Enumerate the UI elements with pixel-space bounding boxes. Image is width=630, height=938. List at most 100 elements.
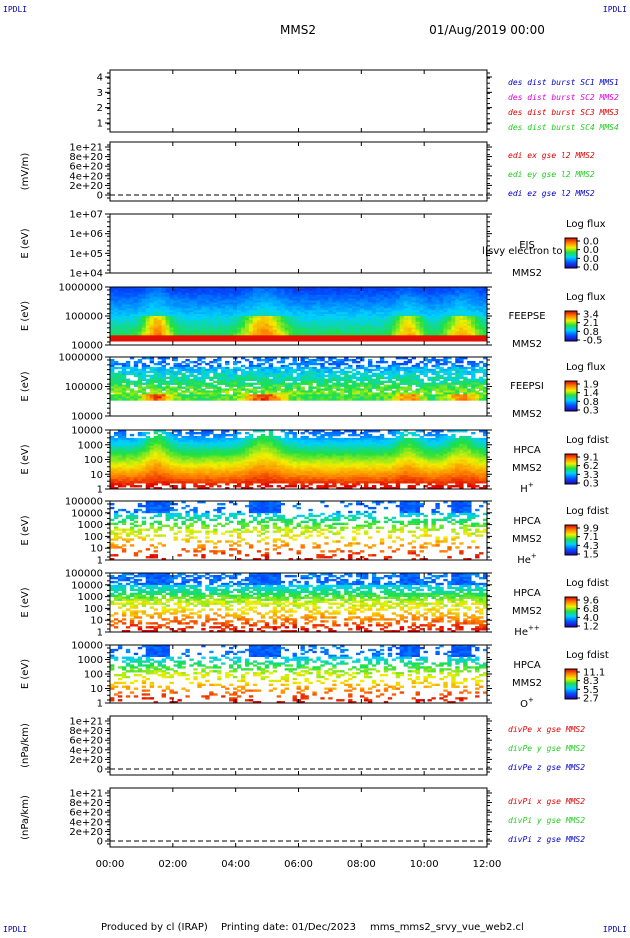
- spectrogram-cell: [122, 485, 126, 487]
- spectrogram-cell: [408, 388, 412, 390]
- spectrogram-cell: [451, 398, 455, 400]
- spectrogram-cell: [281, 361, 285, 363]
- spectrogram-cell: [412, 383, 416, 385]
- spectrogram-cell: [209, 371, 213, 373]
- spectrogram-cell: [360, 398, 364, 400]
- spectrogram-cell: [253, 339, 257, 341]
- spectrogram-cell: [281, 367, 285, 369]
- spectrogram-cell: [118, 398, 122, 400]
- spectrogram-cell: [372, 365, 376, 367]
- y-tick-label: 1000000: [58, 353, 103, 364]
- spectrogram-cell: [297, 369, 301, 371]
- spectrogram-cell: [253, 398, 257, 400]
- spectrogram-cell: [245, 339, 249, 341]
- colorbar-title: Log flux: [566, 219, 606, 230]
- spectrogram-cell: [293, 363, 297, 365]
- spectrogram-cell: [344, 363, 348, 365]
- spectrogram-cell: [150, 361, 154, 363]
- spectrogram-cell: [368, 339, 372, 341]
- spectrogram-cell: [384, 377, 388, 379]
- spectrogram-cell: [336, 398, 340, 400]
- spectrogram-cell: [201, 361, 205, 363]
- spectrogram-cell: [241, 388, 245, 390]
- spectrogram-cell: [332, 363, 336, 365]
- spectrogram-cell: [451, 339, 455, 341]
- spectrogram-cell: [181, 383, 185, 385]
- spectrogram-cell: [138, 339, 142, 341]
- spectrogram-cell: [233, 363, 237, 365]
- spectrogram-cell: [130, 434, 134, 436]
- spectrogram-cell: [138, 361, 142, 363]
- spectrogram-cell: [304, 398, 308, 400]
- spectrogram-cell: [443, 339, 447, 341]
- spectrogram-cell: [320, 385, 324, 387]
- spectrogram-cell: [479, 371, 483, 373]
- spectrogram-cell: [340, 339, 344, 341]
- spectrogram-cell: [316, 339, 320, 341]
- spectrogram-cell: [392, 377, 396, 379]
- spectrogram-cell: [384, 388, 388, 390]
- spectrogram-cell: [392, 398, 396, 400]
- spectrogram-cell: [245, 359, 249, 361]
- spectrogram-cell: [225, 339, 229, 341]
- spectrogram-cell: [360, 385, 364, 387]
- spectrogram-cell: [376, 369, 380, 371]
- spectrogram-cell: [420, 339, 424, 341]
- spectrogram-cell: [376, 339, 380, 341]
- spectrogram-cell: [304, 339, 308, 341]
- spectrogram-cell: [142, 383, 146, 385]
- spectrogram-cell: [404, 398, 408, 400]
- spectrogram-cell: [316, 398, 320, 400]
- spectrogram-cell: [459, 377, 463, 379]
- spectrogram-cell: [344, 390, 348, 392]
- spectrogram-cell: [388, 339, 392, 341]
- spectrogram-cell: [134, 375, 138, 377]
- spectrogram-cell: [443, 398, 447, 400]
- spectrogram-cell: [479, 361, 483, 363]
- spectrogram-cell: [166, 398, 170, 400]
- spectrogram-cell: [114, 483, 118, 485]
- spectrogram-cell: [249, 398, 253, 400]
- spectrogram-cell: [380, 339, 384, 341]
- spectrogram-cell: [249, 385, 253, 387]
- spectrogram-cell: [154, 398, 158, 400]
- spectrogram-cell: [225, 385, 229, 387]
- spectrogram-cell: [439, 339, 443, 341]
- spectrogram-cell: [189, 361, 193, 363]
- spectrogram-cell: [439, 377, 443, 379]
- spectrogram-cell: [158, 398, 162, 400]
- spectrogram-cell: [424, 398, 428, 400]
- legend-entry: edi ex gse l2 MMS2: [508, 151, 595, 160]
- spectrogram-cell: [221, 398, 225, 400]
- spectrogram-cell: [281, 398, 285, 400]
- spectrogram-cell: [281, 339, 285, 341]
- y-tick-label: 1e+06: [69, 229, 103, 240]
- spectrogram-cell: [404, 363, 408, 365]
- spectrogram-cell: [269, 339, 273, 341]
- spectrogram-cell: [261, 363, 265, 365]
- spectrogram-cell: [154, 381, 158, 383]
- spectrogram-cell: [130, 373, 134, 375]
- spectrogram-cell: [479, 339, 483, 341]
- spectrogram-cell: [265, 398, 269, 400]
- spectrogram-cell: [150, 485, 154, 487]
- spectrogram-cell: [400, 383, 404, 385]
- spectrogram-cell: [293, 371, 297, 373]
- spectrogram-cell: [154, 363, 158, 365]
- spectrogram-cell: [249, 379, 253, 381]
- spectrogram-cell: [110, 339, 114, 341]
- colorbar-tick-label: 0.0: [583, 263, 599, 274]
- spectrogram-cell: [146, 398, 150, 400]
- spectrogram-cell: [380, 398, 384, 400]
- spectrogram-cell: [241, 365, 245, 367]
- spectrogram-cell: [245, 367, 249, 369]
- plot-date: 01/Aug/2019 00:00: [429, 23, 545, 37]
- colorbar-title: Log flux: [566, 362, 606, 373]
- spectrogram-cell: [134, 339, 138, 341]
- spectrogram-cell: [118, 485, 122, 487]
- mission-title: MMS2: [280, 23, 316, 37]
- spectrogram-cell: [352, 369, 356, 371]
- spectrogram-cell: [424, 375, 428, 377]
- spectrogram-cell: [471, 339, 475, 341]
